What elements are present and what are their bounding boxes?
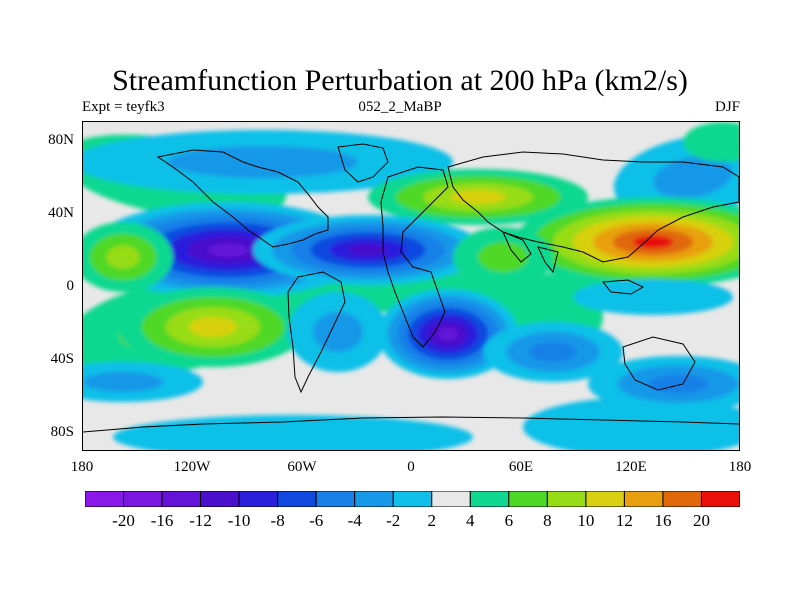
contour-region <box>573 279 733 315</box>
coastline <box>447 151 739 263</box>
colorbar-tick-label: -12 <box>189 511 212 530</box>
colorbar-box <box>123 491 163 507</box>
colorbar-box <box>315 491 356 507</box>
colorbar-box <box>700 491 740 507</box>
colorbar-box <box>469 491 510 507</box>
contour-region <box>313 312 363 352</box>
coastline <box>287 271 346 394</box>
lon-label-60w: 60W <box>287 459 317 475</box>
colorbar-tick-label: 20 <box>692 511 710 530</box>
colorbar-box <box>277 491 317 507</box>
contour-region <box>653 156 733 198</box>
contour-region <box>648 374 708 394</box>
colorbar-tick-label: 16 <box>654 511 672 530</box>
streamfunction-map <box>83 122 739 450</box>
colorbar-box <box>546 491 587 507</box>
contour-region <box>450 190 506 204</box>
contour-region <box>189 317 237 337</box>
colorbar-tick-label: 2 <box>427 511 437 530</box>
colorbar-box <box>508 491 548 507</box>
colorbar-tick-label: -2 <box>386 511 401 530</box>
colorbar-tick-label: -20 <box>112 511 135 530</box>
lat-label-80n: 80N <box>48 132 74 148</box>
coastline <box>602 279 645 295</box>
contour-region <box>478 242 528 272</box>
lon-label-60e: 60E <box>508 459 534 475</box>
colorbar-tick-label: 10 <box>577 511 595 530</box>
colorbar-box <box>161 491 202 507</box>
contour-region <box>83 372 163 392</box>
coastline <box>337 143 389 183</box>
colorbar-tick-label: -10 <box>227 511 251 530</box>
colorbar-box <box>354 491 394 507</box>
colorbar-tick-label: 4 <box>466 511 475 530</box>
colorbar-box <box>585 491 625 507</box>
colorbar <box>85 491 740 507</box>
colorbar-boxes <box>85 491 740 507</box>
colorbar-box <box>200 491 240 507</box>
colorbar-box <box>623 491 664 507</box>
contour-region <box>168 146 358 178</box>
lat-label-0: 0 <box>66 278 75 294</box>
colorbar-tick-label: -6 <box>309 511 324 530</box>
contour-region <box>106 245 140 269</box>
colorbar-box <box>431 491 471 507</box>
experiment-label: Expt = teyfk3 <box>82 99 165 115</box>
contour-region <box>683 122 739 162</box>
coastline <box>622 336 696 391</box>
colorbar-tick-label: 8 <box>543 511 552 530</box>
lon-label-120w: 120W <box>173 459 211 475</box>
coastline <box>83 416 739 433</box>
lon-label-180e: 180 <box>728 459 752 475</box>
season-label: DJF <box>714 99 740 115</box>
coastline <box>380 166 449 348</box>
plot-title: Streamfunction Perturbation at 200 hPa (… <box>112 64 688 97</box>
lon-label-180w: 180 <box>70 459 94 475</box>
coastline <box>156 149 329 248</box>
colorbar-tick-label: 12 <box>615 511 633 530</box>
lat-label-80s: 80S <box>50 424 74 440</box>
lon-label-120e: 120E <box>615 459 647 475</box>
colorbar-box <box>392 491 433 507</box>
colorbar-box <box>662 491 702 507</box>
contour-region <box>348 244 388 256</box>
coastlines <box>83 143 739 433</box>
contour-region <box>438 327 458 341</box>
coastline <box>502 231 532 263</box>
contour-region <box>633 235 673 249</box>
case-label: 052_2_MaBP <box>358 99 442 115</box>
colorbar-box <box>85 491 125 507</box>
contour-region <box>529 342 577 362</box>
contour-region <box>208 243 248 257</box>
coastline <box>537 246 559 274</box>
colorbar-tick-label: -16 <box>150 511 174 530</box>
colorbar-tick-label: -8 <box>270 511 285 530</box>
lat-label-40n: 40N <box>48 205 74 221</box>
lon-label-0: 0 <box>407 459 415 475</box>
colorbar-tick-label: 6 <box>504 511 514 530</box>
map-panel <box>82 121 740 451</box>
colorbar-box <box>238 491 279 507</box>
colorbar-tick-label: -4 <box>347 511 362 530</box>
contour-fields <box>83 122 739 450</box>
lat-label-40s: 40S <box>50 351 74 367</box>
